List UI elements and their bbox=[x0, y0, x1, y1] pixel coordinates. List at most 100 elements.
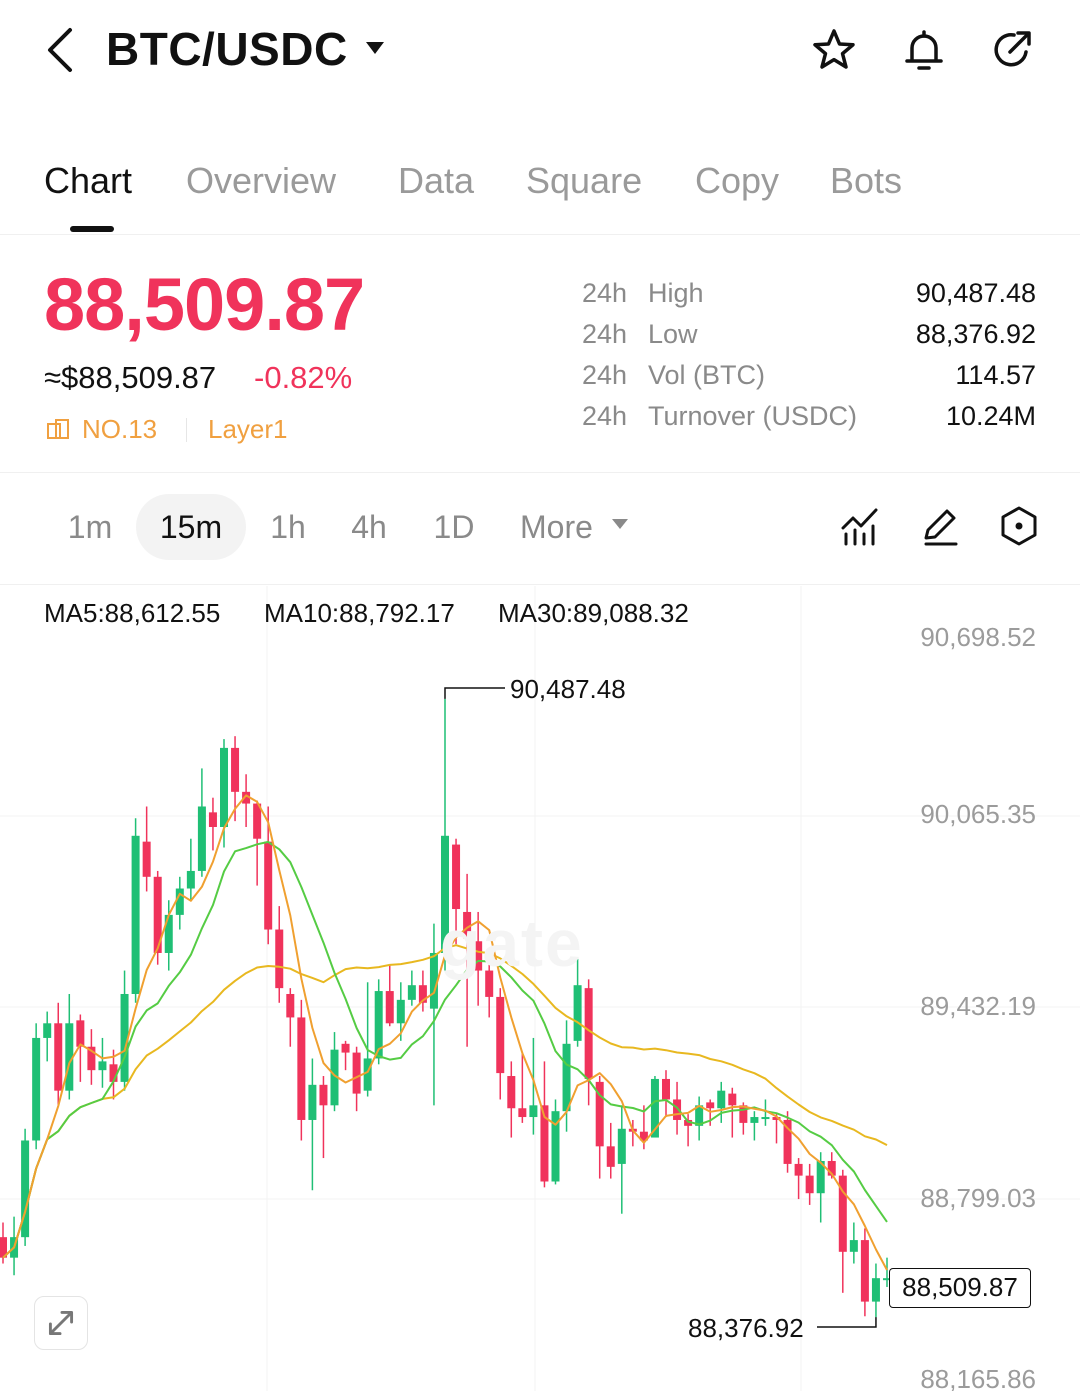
draw-icon[interactable] bbox=[918, 504, 962, 548]
tab-chart[interactable]: Chart bbox=[44, 160, 133, 201]
candle-body bbox=[838, 1175, 847, 1252]
tab-data[interactable]: Data bbox=[398, 160, 475, 201]
category-tag[interactable]: Layer1 bbox=[208, 414, 288, 444]
usd-equivalent: ≈$88,509.87 bbox=[44, 360, 217, 395]
interval-1m[interactable]: 1m bbox=[67, 509, 113, 545]
watermark: gate bbox=[440, 906, 584, 980]
candle-body bbox=[330, 1049, 339, 1106]
candle-body bbox=[452, 844, 461, 910]
stat-volume: 24h Vol (BTC) 114.57 bbox=[582, 360, 1036, 396]
current-price-tag: 88,509.87 bbox=[889, 1268, 1031, 1308]
candle-body bbox=[286, 993, 295, 1018]
candle-body bbox=[131, 835, 140, 994]
candle-body bbox=[529, 1105, 538, 1118]
candle-body bbox=[673, 1099, 682, 1120]
pair-title[interactable]: BTC/USDC bbox=[106, 23, 348, 75]
candle-body bbox=[275, 929, 284, 989]
tab-copy[interactable]: Copy bbox=[695, 160, 780, 201]
candlestick-chart[interactable] bbox=[0, 585, 1080, 1391]
tab-square[interactable]: Square bbox=[526, 160, 643, 201]
candle-body bbox=[21, 1140, 30, 1238]
low-annotation: 88,376.92 bbox=[688, 1313, 804, 1343]
candle-body bbox=[739, 1105, 748, 1123]
tab-bots[interactable]: Bots bbox=[830, 160, 903, 201]
candle-body bbox=[639, 1131, 648, 1141]
candle-body bbox=[253, 803, 262, 839]
low-marker-line bbox=[817, 1317, 877, 1328]
stat-low: 24h Low 88,376.92 bbox=[582, 319, 1036, 355]
stat-period: 24h bbox=[582, 319, 628, 349]
candle-body bbox=[860, 1240, 869, 1302]
indicators-icon[interactable] bbox=[838, 504, 882, 548]
candle-body bbox=[385, 991, 394, 1024]
candle-body bbox=[153, 876, 162, 953]
interval-bar: 1m 15m 1h 4h 1D More bbox=[0, 494, 1080, 564]
caret-down-icon[interactable] bbox=[610, 516, 630, 532]
bell-icon[interactable] bbox=[900, 26, 948, 74]
market-rank[interactable]: NO.13 bbox=[82, 414, 158, 444]
price-change: -0.82% bbox=[254, 360, 353, 395]
interval-4h[interactable]: 4h bbox=[351, 509, 387, 545]
candle-body bbox=[584, 988, 593, 1079]
section-divider bbox=[0, 584, 1080, 585]
tab-overview[interactable]: Overview bbox=[186, 160, 337, 201]
stat-label: Low bbox=[648, 319, 698, 349]
ma30-line bbox=[2, 944, 888, 1259]
settings-icon[interactable] bbox=[997, 504, 1041, 548]
candle-body bbox=[32, 1037, 41, 1141]
caret-down-icon[interactable] bbox=[362, 38, 388, 58]
candle-body bbox=[186, 870, 195, 889]
candle-body bbox=[761, 1117, 770, 1120]
candle-body bbox=[518, 1108, 527, 1118]
share-icon[interactable] bbox=[988, 26, 1036, 74]
interval-1h[interactable]: 1h bbox=[270, 509, 306, 545]
candle-body bbox=[418, 985, 427, 1003]
section-divider bbox=[0, 472, 1080, 473]
star-icon[interactable] bbox=[810, 26, 858, 74]
candle-body bbox=[429, 952, 438, 1009]
y-tick-label: 88,799.03 bbox=[920, 1183, 1036, 1213]
candle-body bbox=[485, 970, 494, 997]
candle-body bbox=[441, 835, 449, 953]
candle-body bbox=[374, 991, 383, 1059]
candle-body bbox=[562, 1043, 571, 1112]
interval-more[interactable]: More bbox=[520, 509, 593, 545]
stat-turnover: 24h Turnover (USDC) 10.24M bbox=[582, 401, 1036, 437]
candle-body bbox=[849, 1240, 858, 1252]
candle-body bbox=[772, 1117, 781, 1120]
ma5-line bbox=[2, 794, 888, 1271]
ma10-line bbox=[2, 840, 888, 1259]
candle-body bbox=[805, 1175, 814, 1194]
candle-body bbox=[662, 1078, 670, 1100]
ma10-label: MA10:88,792.17 bbox=[264, 598, 455, 628]
candle-body bbox=[883, 1278, 891, 1281]
back-icon[interactable] bbox=[40, 24, 84, 76]
stat-value: 10.24M bbox=[945, 401, 1036, 431]
candle-body bbox=[871, 1278, 880, 1302]
y-tick-label: 90,065.35 bbox=[920, 799, 1036, 829]
rank-icon bbox=[47, 419, 69, 439]
candle-body bbox=[540, 1105, 549, 1182]
candle-body bbox=[750, 1117, 759, 1123]
ma5-label: MA5:88,612.55 bbox=[44, 598, 221, 628]
candle-body bbox=[352, 1052, 361, 1094]
candle-body bbox=[706, 1102, 715, 1109]
expand-icon[interactable] bbox=[34, 1296, 88, 1350]
candle-body bbox=[65, 1023, 74, 1091]
candle-body bbox=[794, 1163, 803, 1176]
candle-body bbox=[164, 914, 173, 953]
candle-body bbox=[242, 791, 251, 804]
candle-body bbox=[650, 1078, 659, 1138]
y-tick-label: 90,698.52 bbox=[920, 622, 1036, 652]
candle-body bbox=[496, 996, 505, 1074]
active-tab-indicator bbox=[70, 226, 114, 232]
interval-15m[interactable]: 15m bbox=[136, 494, 246, 560]
candle-body bbox=[551, 1111, 560, 1182]
y-tick-label: 88,165.86 bbox=[920, 1364, 1036, 1391]
interval-1d[interactable]: 1D bbox=[433, 509, 475, 545]
candle-body bbox=[606, 1146, 615, 1167]
stat-label: Vol (BTC) bbox=[648, 360, 766, 390]
candle-body bbox=[617, 1128, 626, 1164]
candle-body bbox=[54, 1023, 63, 1091]
candle-body bbox=[142, 841, 151, 877]
